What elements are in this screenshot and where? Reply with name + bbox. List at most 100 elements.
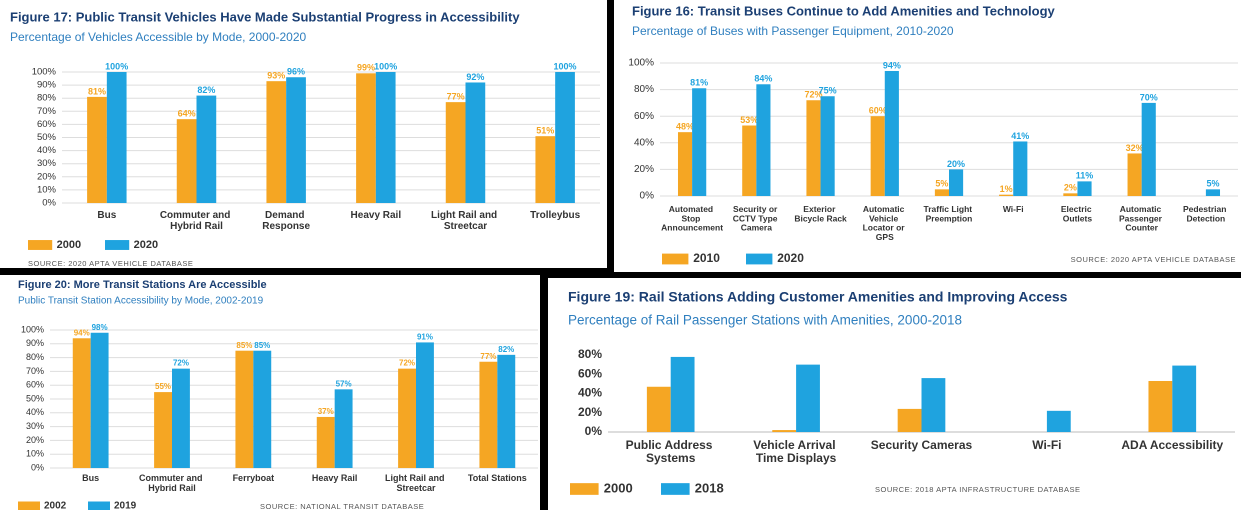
legend-swatch: [28, 240, 53, 250]
bar: [286, 77, 306, 203]
x-tick-label: Bus: [97, 210, 116, 221]
source-note: SOURCE: 2018 APTA INFRASTRUCTURE DATABAS…: [875, 485, 1081, 494]
y-tick-label: 30%: [37, 158, 57, 169]
x-tick-label: Demand Response: [262, 210, 310, 232]
x-tick-label: Heavy Rail: [312, 473, 358, 483]
data-label: 77%: [480, 352, 496, 361]
data-label: 5%: [935, 179, 948, 189]
x-tick-label: Vehicle Arrival Time Displays: [753, 438, 839, 465]
data-label: 48%: [676, 122, 694, 132]
y-tick-label: 60%: [37, 119, 57, 130]
bar: [235, 350, 254, 468]
bar: [820, 96, 835, 196]
data-label: 85%: [254, 341, 270, 350]
source-note: SOURCE: 2020 APTA VEHICLE DATABASE: [1071, 255, 1236, 264]
legend-label: 2018: [695, 480, 724, 495]
data-label: 5%: [1206, 179, 1219, 189]
data-label: 81%: [88, 86, 106, 96]
legend-swatch: [105, 240, 130, 250]
x-tick-label: Trolleybus: [530, 210, 580, 221]
bar: [646, 386, 671, 432]
bar: [90, 332, 109, 468]
bar: [934, 189, 949, 196]
data-label: 92%: [466, 72, 484, 82]
data-label: 98%: [92, 323, 108, 332]
x-tick-label: Exterior Bicycle Rack: [794, 204, 847, 223]
bar: [555, 72, 575, 203]
bar: [692, 88, 707, 196]
x-tick-label: Wi-Fi: [1032, 438, 1061, 452]
data-label: 100%: [105, 61, 128, 71]
bar: [670, 356, 695, 432]
data-label: 82%: [197, 85, 215, 95]
y-tick-label: 20%: [37, 171, 57, 182]
chart-title: Figure 19: Rail Stations Adding Customer…: [568, 289, 1068, 305]
data-label: 72%: [804, 90, 822, 100]
x-tick-label: Automated Stop Announcement: [661, 204, 723, 233]
data-label: 94%: [883, 60, 901, 70]
legend-label: 2020: [134, 239, 158, 251]
data-label: 53%: [740, 115, 758, 125]
y-tick-label: 0%: [640, 191, 655, 202]
legend-label: 2019: [114, 501, 137, 510]
x-tick-label: Security or CCTV Type Camera: [733, 204, 780, 233]
x-tick-label: Commuter and Hybrid Rail: [139, 473, 205, 493]
y-tick-label: 20%: [634, 164, 654, 175]
y-tick-label: 100%: [21, 324, 44, 334]
x-tick-label: Light Rail and Streetcar: [431, 210, 500, 232]
bar: [196, 95, 217, 203]
data-label: 64%: [178, 109, 196, 119]
source-note: SOURCE: NATIONAL TRANSIT DATABASE: [260, 502, 424, 510]
chart-title: Figure 16: Transit Buses Continue to Add…: [632, 3, 1056, 18]
legend-swatch: [570, 483, 599, 495]
y-tick-label: 40%: [578, 386, 602, 400]
y-tick-label: 100%: [32, 67, 57, 78]
chart-subtitle: Percentage of Rail Passenger Stations wi…: [568, 313, 962, 328]
bar: [1205, 189, 1221, 196]
x-tick-label: Automatic Vehicle Locator or GPS: [863, 204, 907, 242]
data-label: 94%: [74, 328, 90, 337]
chart-subtitle: Percentage of Buses with Passenger Equip…: [632, 24, 954, 38]
bar: [416, 342, 434, 468]
bar: [884, 70, 899, 196]
data-label: 1%: [1000, 184, 1013, 194]
y-tick-label: 20%: [578, 405, 602, 419]
data-label: 100%: [374, 61, 397, 71]
data-label: 77%: [447, 92, 465, 102]
y-tick-label: 70%: [37, 106, 57, 117]
y-tick-label: 60%: [634, 111, 654, 122]
bar: [677, 132, 693, 196]
data-label: 57%: [336, 379, 352, 388]
data-label: 93%: [267, 71, 285, 81]
bar: [253, 350, 272, 468]
y-tick-label: 60%: [26, 380, 44, 390]
x-tick-label: Traffic Light Preemption: [924, 204, 975, 223]
bar: [921, 378, 946, 432]
data-label: 60%: [869, 106, 887, 116]
data-label: 2%: [1064, 183, 1077, 193]
x-tick-label: Heavy Rail: [351, 210, 402, 221]
data-label: 41%: [1011, 131, 1029, 141]
data-label: 99%: [357, 63, 375, 73]
legend-swatch: [662, 253, 689, 265]
x-tick-label: Public Address Systems: [626, 438, 716, 465]
x-tick-label: Pedestrian Detection: [1183, 204, 1229, 223]
bar: [1046, 410, 1071, 432]
x-tick-label: Commuter and Hybrid Rail: [160, 210, 233, 232]
data-label: 20%: [947, 159, 965, 169]
y-tick-label: 40%: [26, 407, 44, 417]
y-tick-label: 60%: [578, 366, 602, 380]
x-tick-label: Automatic Passenger Counter: [1119, 204, 1164, 233]
source-note: SOURCE: 2020 APTA VEHICLE DATABASE: [28, 259, 193, 268]
y-tick-label: 50%: [26, 393, 44, 403]
chart-subtitle: Public Transit Station Accessibility by …: [18, 296, 264, 307]
legend-label: 2000: [604, 480, 633, 495]
bar: [465, 82, 486, 203]
bar: [87, 96, 107, 203]
bar: [1148, 380, 1173, 432]
y-tick-label: 0%: [585, 424, 603, 438]
legend-swatch: [88, 501, 110, 510]
data-label: 32%: [1126, 143, 1144, 153]
bar: [445, 102, 466, 203]
